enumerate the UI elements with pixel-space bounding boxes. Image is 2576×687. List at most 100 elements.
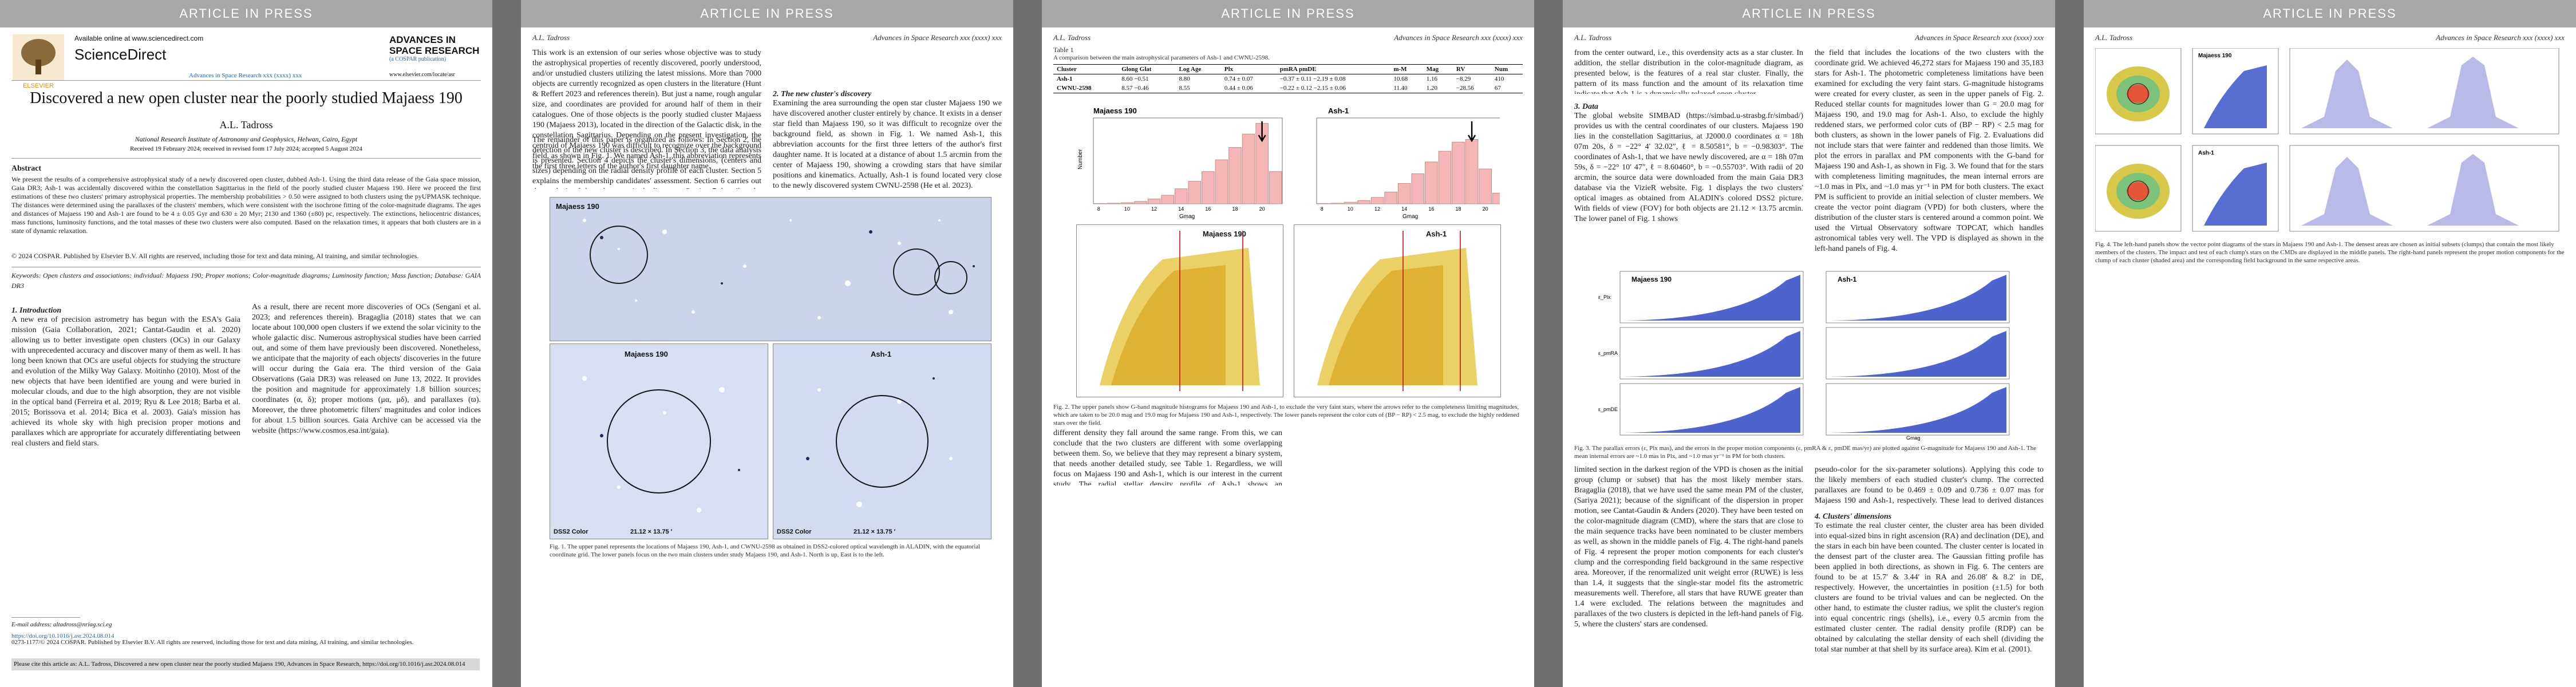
running-journal: Advances in Space Research xxx (xxxx) xx…: [873, 33, 1002, 42]
cite-text[interactable]: Please cite this article as: A.L. Tadros…: [14, 661, 465, 668]
fig1-caption: Fig. 1. The upper panel represents the l…: [550, 543, 981, 558]
fig1-dim-right: 21.12 × 13.75 ′: [854, 528, 896, 535]
completeness-limit-arrow: [1258, 121, 1266, 143]
fig3-left-column: [1619, 271, 1804, 436]
hist-bar: [1344, 202, 1357, 204]
hist-bar: [1107, 203, 1120, 204]
fig2-cmd-right-plot: [1294, 225, 1500, 397]
hist-tick-label: 8: [1321, 206, 1323, 212]
table1-header-row: Cluster Glong Glat Log Age Plx pmRA pmDE…: [1053, 65, 1523, 74]
running-author: A.L. Tadross: [1053, 33, 1091, 42]
fig4-cmd-a: [2192, 48, 2279, 135]
copyright: © 2024 COSPAR. Published by Elsevier B.V…: [11, 252, 419, 260]
author-email[interactable]: E-mail address: altadross@nriag.sci.eg: [11, 621, 112, 628]
journal-logo: ADVANCES IN SPACE RESEARCH (a COSPAR pub…: [389, 34, 481, 78]
fig1-label-top: Majaess 190: [556, 202, 599, 211]
fig3-right-title: Ash-1: [1838, 275, 1857, 283]
hist-tick-label: 14: [1178, 206, 1184, 212]
fig4-caption: Fig. 4. The left-hand panels show the ve…: [2095, 241, 2565, 264]
fig4-pm-a: [2289, 48, 2559, 135]
hist-tick-label: 12: [1151, 206, 1157, 212]
table1-col-header: Num: [1494, 66, 1508, 73]
table-cell: 8.60 −0.51: [1121, 76, 1149, 82]
intro-heading: 1. Introduction: [11, 306, 62, 315]
running-journal: Advances in Space Research xxx (xxxx) xx…: [2436, 33, 2565, 42]
fig2-xlabel-right: Gmag: [1402, 214, 1418, 220]
p4-right-col: the field that includes the locations of…: [1815, 49, 2044, 253]
elsevier-logo: ELSEVIER: [13, 34, 64, 89]
page-2: ARTICLE IN PRESS A.L. Tadross Advances i…: [521, 0, 1013, 687]
keywords: Keywords: Open clusters and associations…: [11, 271, 481, 290]
journal-url[interactable]: www.elsevier.com/locate/asr: [389, 72, 455, 78]
available-online: Available online at www.sciencedirect.co…: [74, 34, 204, 42]
hist-tick-label: 18: [1456, 206, 1461, 212]
hist-tick-label: 16: [1205, 206, 1211, 212]
table1-col-header: m-M: [1393, 66, 1407, 73]
hist-bar: [1215, 159, 1228, 204]
cite-box: Please cite this article as: A.L. Tadros…: [11, 658, 480, 670]
table-row: Ash-1 8.60 −0.51 8.80 0.74 ± 0.07 −0.37 …: [1053, 74, 1523, 84]
fig2-upper: Majaess 190 Ash-1 Gmag Gmag Number 8 10 12…: [1076, 101, 1506, 221]
fig2-left-title: Majaess 190: [1093, 106, 1137, 115]
fig4-pm-b: [2289, 145, 2559, 232]
intro-left: A new era of precision astrometry has be…: [11, 315, 240, 448]
hist-tick-label: 14: [1401, 206, 1407, 212]
fig4: Majaess 190 Ash-1: [2095, 48, 2565, 237]
table1-col-header: pmRA pmDE: [1279, 66, 1317, 73]
hist-bar: [1465, 139, 1479, 204]
hist-bar: [1357, 200, 1370, 204]
article-in-press-banner: ARTICLE IN PRESS: [0, 0, 492, 27]
table-cell: 0.74 ± 0.07: [1224, 76, 1253, 82]
p2-para2: The remainder of this paper is organized…: [532, 136, 761, 189]
page-5: ARTICLE IN PRESS A.L. Tadross Advances i…: [2084, 0, 2576, 687]
table-cell: 8.80: [1179, 76, 1190, 82]
p4-para1: from the center outward, i.e., this over…: [1574, 49, 1803, 94]
hist-bar: [1269, 171, 1282, 204]
table-cell: CWNU-2598: [1057, 85, 1092, 92]
page-3: ARTICLE IN PRESS A.L. Tadross Advances i…: [1042, 0, 1534, 687]
fig3: Majaess 190 Ash-1 ε_Plx ε_pmRA ε_pmDE Gm…: [1597, 269, 2021, 441]
abstract-text: We present the results of a comprehensiv…: [11, 175, 481, 235]
hist-bar: [1147, 199, 1161, 204]
table1: Cluster Glong Glat Log Age Plx pmRA pmDE…: [1053, 64, 1523, 93]
table1-col-header: Cluster: [1057, 66, 1077, 73]
fig4-label-b: Ash-1: [2198, 150, 2214, 156]
hist-bar: [1120, 202, 1134, 204]
intro-right: As a result, there are recent more disco…: [252, 303, 481, 435]
hist-bar: [1370, 197, 1384, 204]
issn-line: 0273-1177/© 2024 COSPAR. Published by El…: [11, 639, 414, 646]
hist-bar: [1330, 203, 1344, 204]
fig3-right-column: [1826, 271, 2010, 436]
table-cell: 1.16: [1426, 76, 1437, 82]
fig4-panels: Majaess 190 Ash-1: [2095, 48, 2559, 232]
running-author: A.L. Tadross: [1574, 33, 1612, 42]
fig1-dss-left: DSS2 Color: [554, 528, 588, 535]
page-4: ARTICLE IN PRESS A.L. Tadross Advances i…: [1563, 0, 2055, 687]
table1-caption: A comparison between the main astrophysi…: [1053, 54, 1270, 61]
fig2-cmd-left-title: Majaess 190: [1203, 230, 1246, 238]
table1-col-header: RV: [1456, 66, 1465, 73]
table-cell: Ash-1: [1057, 76, 1073, 82]
hist-bar: [1174, 188, 1188, 204]
sec2-heading: 2. The new cluster's discovery: [773, 90, 872, 98]
table1-col-header: Plx: [1224, 66, 1234, 73]
fig1-top-image: [550, 198, 991, 341]
hist-tick-label: 8: [1097, 206, 1100, 212]
table-cell: −8.29: [1456, 76, 1471, 82]
doi-link[interactable]: https://doi.org/10.1016/j.asr.2024.08.01…: [11, 633, 114, 639]
abstract-heading: Abstract: [11, 164, 42, 173]
article-in-press-banner: ARTICLE IN PRESS: [1563, 0, 2055, 27]
journal-line: Advances in Space Research xxx (xxxx) xx…: [189, 72, 302, 79]
table-cell: 410: [1494, 76, 1504, 82]
fig3-left-title: Majaess 190: [1631, 275, 1672, 283]
fig2-cmd-right-title: Ash-1: [1426, 230, 1447, 238]
table1-col-header: Glong Glat: [1121, 66, 1152, 73]
hist-bar: [1384, 191, 1397, 204]
elsevier-wordmark: ELSEVIER: [23, 82, 54, 89]
journal-logo-title: ADVANCES IN SPACE RESEARCH: [389, 34, 480, 56]
article-in-press-banner: ARTICLE IN PRESS: [2084, 0, 2576, 27]
table1-col-header: Mag: [1426, 66, 1439, 73]
hist-tick-label: 20: [1483, 206, 1488, 212]
hist-tick-label: 10: [1348, 206, 1353, 212]
fig1-bottom-right-panel: Ash-1 DSS2 Color 21.12 × 13.75 ′: [773, 344, 991, 539]
